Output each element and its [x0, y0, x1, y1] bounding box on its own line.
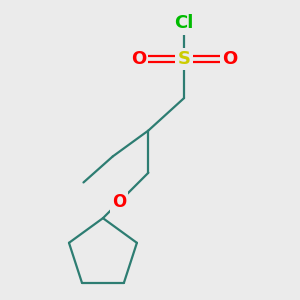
- Text: Cl: Cl: [174, 14, 194, 32]
- Text: O: O: [131, 50, 146, 68]
- Text: O: O: [112, 193, 126, 211]
- Text: S: S: [178, 50, 190, 68]
- Text: O: O: [222, 50, 237, 68]
